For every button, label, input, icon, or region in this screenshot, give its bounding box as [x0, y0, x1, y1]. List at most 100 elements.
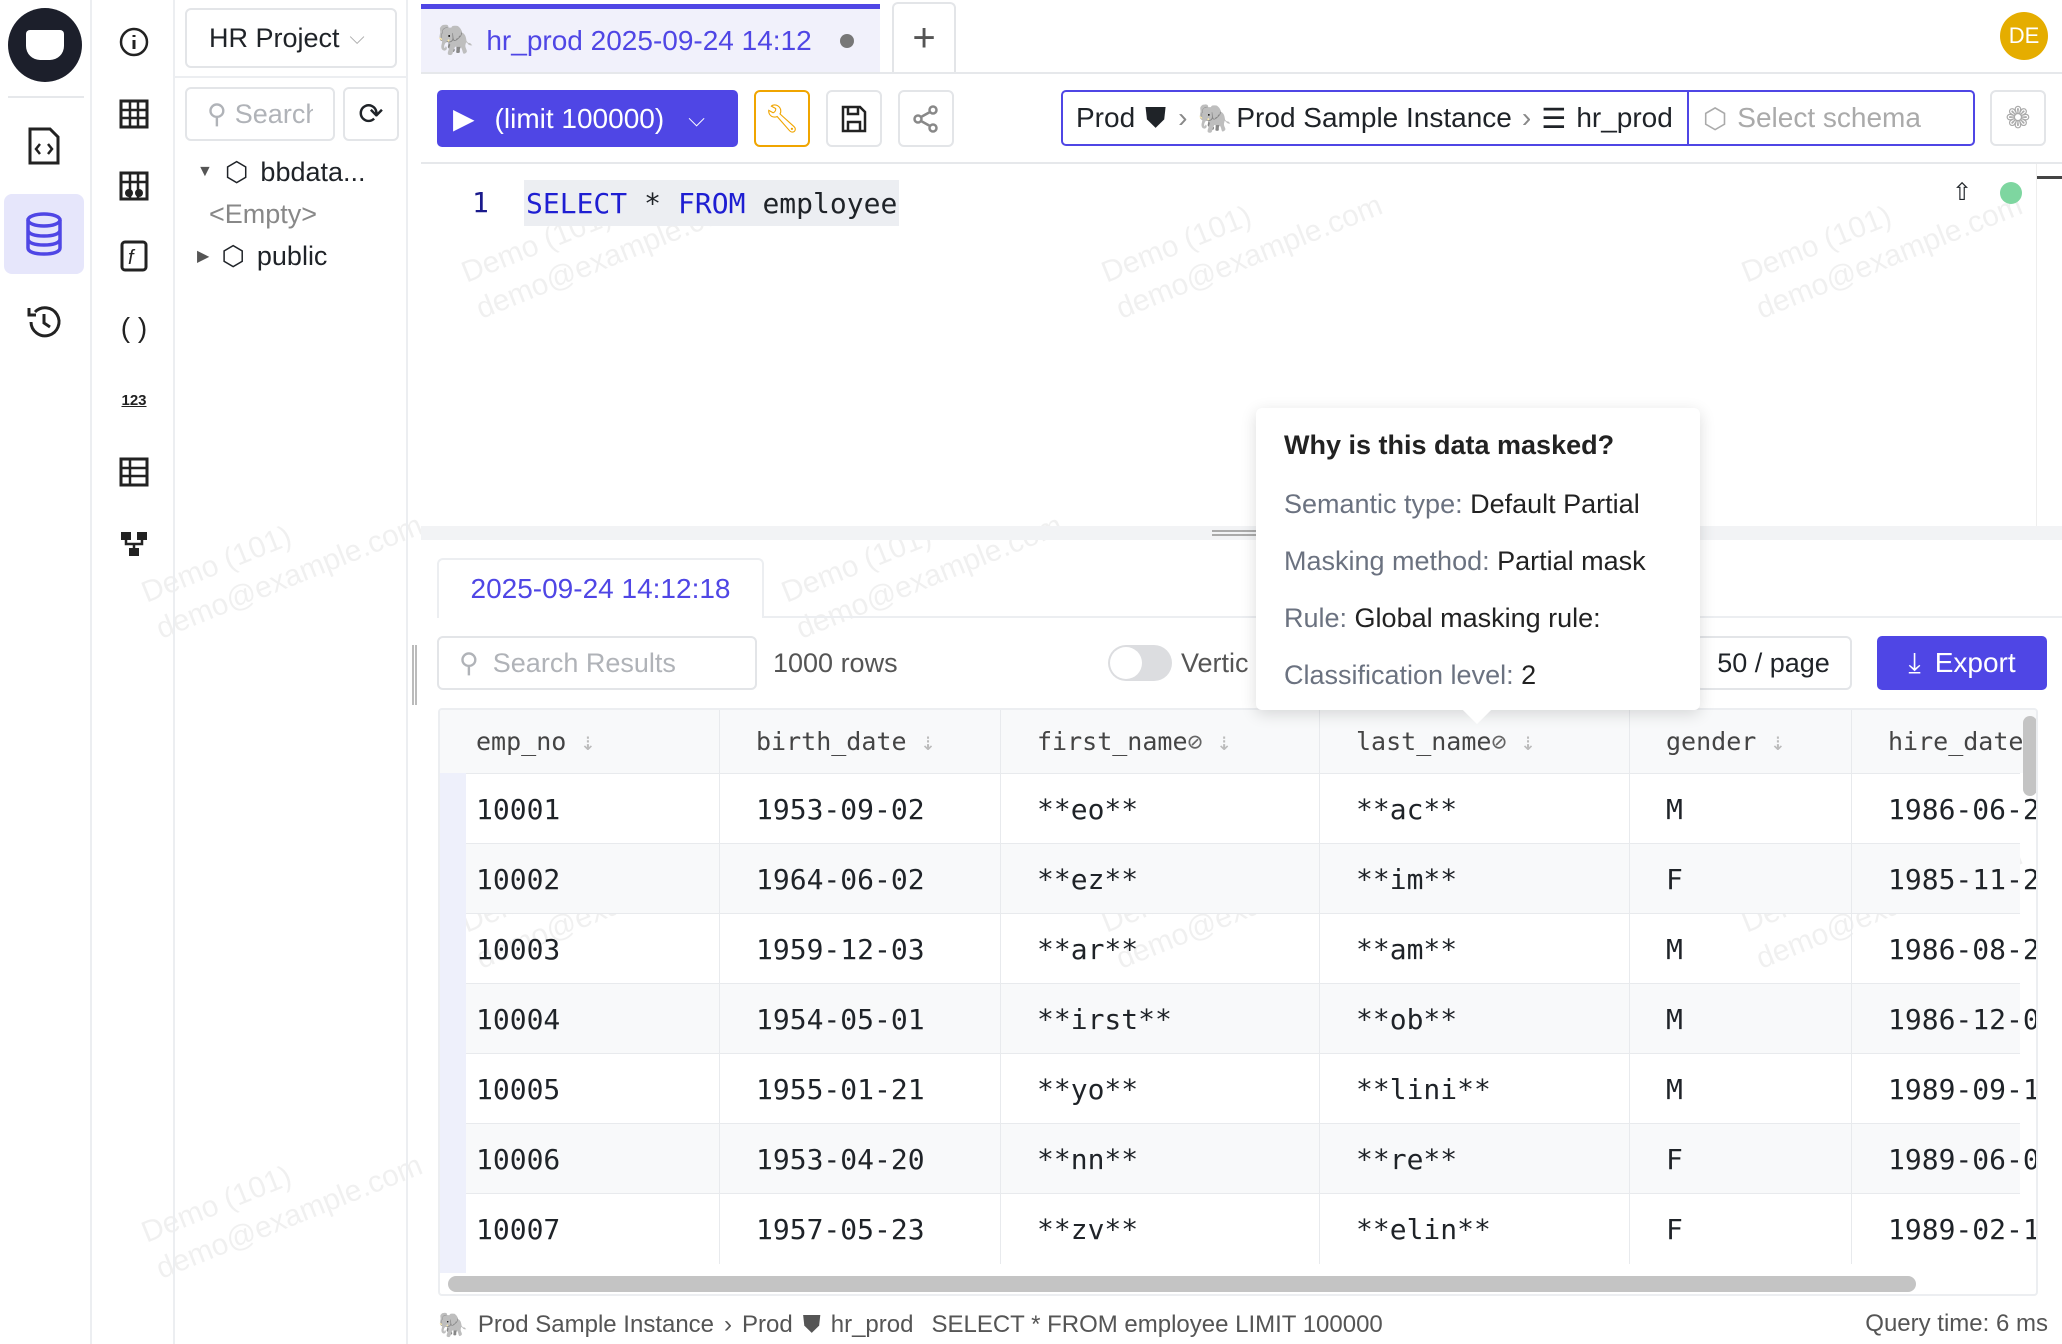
cell-birth_date[interactable]: 1953-04-20 — [720, 1124, 1001, 1194]
cell-hire_date[interactable]: 1989-06-0 — [1852, 1124, 2036, 1194]
column-header-last_name[interactable]: last_name ⊘ ⇣ — [1320, 710, 1630, 773]
hierarchy-icon[interactable] — [112, 522, 156, 566]
cell-gender[interactable]: M — [1630, 1054, 1852, 1124]
schema-select[interactable]: Select schema — [1737, 102, 1921, 133]
cell-gender[interactable]: F — [1630, 844, 1852, 914]
history-icon[interactable] — [22, 300, 66, 344]
cell-first_name[interactable]: **ar** — [1001, 914, 1320, 984]
ai-assistant-button[interactable]: ❁ — [1990, 90, 2046, 146]
cell-last_name[interactable]: **ob** — [1320, 984, 1630, 1054]
cell-emp_no[interactable]: 10007 — [440, 1194, 720, 1264]
cell-hire_date[interactable]: 1989-02-1 — [1852, 1194, 2036, 1264]
share-button[interactable] — [898, 90, 954, 147]
export-button[interactable]: ⤓ Export — [1877, 636, 2047, 690]
cell-first_name[interactable]: **zv** — [1001, 1194, 1320, 1264]
sql-editor[interactable]: SELECT * FROM employee — [524, 180, 900, 226]
sql-file-icon[interactable] — [22, 124, 66, 168]
page-size-select[interactable]: 50 / page — [1695, 636, 1852, 690]
connection-context-selector[interactable]: Prod ⛊ › 🐘 Prod Sample Instance › ☰ hr_p… — [1061, 90, 1975, 146]
parentheses-icon[interactable]: ( ) — [120, 312, 148, 343]
vertical-toggle[interactable] — [1108, 645, 1172, 681]
cell-last_name[interactable]: **lini** — [1320, 1054, 1630, 1124]
cell-gender[interactable]: F — [1630, 1194, 1852, 1264]
cell-birth_date[interactable]: 1955-01-21 — [720, 1054, 1001, 1124]
cell-emp_no[interactable]: 10002 — [440, 844, 720, 914]
cell-hire_date[interactable]: 1989-09-1 — [1852, 1054, 2036, 1124]
sort-icon[interactable]: ⇣ — [1216, 727, 1232, 756]
sort-icon[interactable]: ⇣ — [580, 727, 596, 756]
cell-hire_date[interactable]: 1986-08-2 — [1852, 914, 2036, 984]
avatar[interactable]: DE — [2000, 12, 2048, 60]
cell-last_name[interactable]: **elin** — [1320, 1194, 1630, 1264]
cell-emp_no[interactable]: 10003 — [440, 914, 720, 984]
cell-hire_date[interactable]: 1986-12-0 — [1852, 984, 2036, 1054]
cell-first_name[interactable]: **nn** — [1001, 1124, 1320, 1194]
table-row[interactable]: 10004 1954-05-01 **irst** **ob** M 1986-12-0 — [440, 983, 2036, 1054]
sidebar-search-input[interactable]: ⚲ Search — [185, 87, 335, 141]
cell-birth_date[interactable]: 1957-05-23 — [720, 1194, 1001, 1264]
cell-hire_date[interactable]: 1986-06-2 — [1852, 774, 2036, 844]
column-header-hire_date[interactable]: hire_date ⇣ — [1852, 710, 2038, 773]
table-row[interactable]: 10003 1959-12-03 **ar** **am** M 1986-08-2 — [440, 913, 2036, 984]
table-icon[interactable] — [112, 92, 156, 136]
add-tab-button[interactable]: + — [892, 2, 956, 72]
tree-item-public[interactable]: ▶ ⬡ public — [197, 240, 328, 271]
sort-icon[interactable]: ⇣ — [920, 727, 936, 756]
cell-birth_date[interactable]: 1954-05-01 — [720, 984, 1001, 1054]
cell-emp_no[interactable]: 10004 — [440, 984, 720, 1054]
eye-off-icon[interactable]: ⊘ — [1187, 727, 1203, 756]
table-row[interactable]: 10007 1957-05-23 **zv** **elin** F 1989-02-1 — [440, 1193, 2036, 1264]
column-header-emp_no[interactable]: emp_no ⇣ — [440, 710, 720, 773]
sort-icon[interactable]: ⇣ — [2037, 727, 2038, 756]
tab-hr-prod[interactable]: 🐘 hr_prod 2025-09-24 14:12 — [421, 4, 880, 72]
cell-birth_date[interactable]: 1953-09-02 — [720, 774, 1001, 844]
table-row[interactable]: 10006 1953-04-20 **nn** **re** F 1989-06-0 — [440, 1123, 2036, 1194]
horizontal-scrollbar[interactable] — [448, 1276, 1916, 1292]
save-button[interactable] — [826, 90, 882, 147]
vertical-scrollbar[interactable] — [2023, 716, 2036, 796]
table-row[interactable]: 10002 1964-06-02 **ez** **im** F 1985-11-2 — [440, 843, 2036, 914]
cell-emp_no[interactable]: 10005 — [440, 1054, 720, 1124]
drag-handle-icon[interactable] — [1212, 530, 1256, 536]
sidebar-resize-handle[interactable] — [412, 645, 417, 705]
cell-first_name[interactable]: **eo** — [1001, 774, 1320, 844]
cell-birth_date[interactable]: 1959-12-03 — [720, 914, 1001, 984]
function-icon[interactable]: f — [112, 234, 156, 278]
column-header-first_name[interactable]: first_name ⊘ ⇣ — [1001, 710, 1320, 773]
cell-emp_no[interactable]: 10001 — [440, 774, 720, 844]
sort-icon[interactable]: ⇣ — [1520, 727, 1536, 756]
project-select[interactable]: HR Project ⌵ — [185, 8, 397, 68]
chevron-down-icon[interactable]: ⌵ — [688, 105, 705, 131]
column-header-gender[interactable]: gender ⇣ — [1630, 710, 1852, 773]
cell-last_name[interactable]: **ac** — [1320, 774, 1630, 844]
run-query-button[interactable]: ▶ (limit 100000) ⌵ — [437, 90, 738, 147]
cell-emp_no[interactable]: 10006 — [440, 1124, 720, 1194]
cell-last_name[interactable]: **am** — [1320, 914, 1630, 984]
table-row[interactable]: 10005 1955-01-21 **yo** **lini** M 1989-09-1 — [440, 1053, 2036, 1124]
table-row[interactable]: 10001 1953-09-02 **eo** **ac** M 1986-06-2 — [440, 773, 2036, 844]
grid-icon[interactable] — [112, 450, 156, 494]
info-icon[interactable] — [112, 20, 156, 64]
cell-first_name[interactable]: **ez** — [1001, 844, 1320, 914]
database-icon[interactable] — [4, 194, 84, 274]
refresh-button[interactable]: ⟳ — [343, 87, 399, 141]
cell-gender[interactable]: M — [1630, 914, 1852, 984]
cell-birth_date[interactable]: 1964-06-02 — [720, 844, 1001, 914]
upload-icon[interactable]: ⇧ — [1952, 179, 1973, 206]
cell-first_name[interactable]: **irst** — [1001, 984, 1320, 1054]
cell-gender[interactable]: M — [1630, 984, 1852, 1054]
view-icon[interactable] — [112, 164, 156, 208]
cell-last_name[interactable]: **re** — [1320, 1124, 1630, 1194]
sequence-icon[interactable]: 123 — [121, 391, 147, 409]
cell-gender[interactable]: M — [1630, 774, 1852, 844]
result-tab[interactable]: 2025-09-24 14:12:18 — [437, 558, 764, 618]
tree-item-bbdata[interactable]: ▼ ⬡ bbdata... — [197, 156, 366, 187]
column-header-birth_date[interactable]: birth_date ⇣ — [720, 710, 1001, 773]
cell-gender[interactable]: F — [1630, 1124, 1852, 1194]
cell-hire_date[interactable]: 1985-11-2 — [1852, 844, 2036, 914]
cell-last_name[interactable]: **im** — [1320, 844, 1630, 914]
eye-off-icon[interactable]: ⊘ — [1491, 727, 1507, 756]
format-button[interactable]: 🔧︎ — [754, 90, 810, 147]
sort-icon[interactable]: ⇣ — [1770, 727, 1786, 756]
cell-first_name[interactable]: **yo** — [1001, 1054, 1320, 1124]
